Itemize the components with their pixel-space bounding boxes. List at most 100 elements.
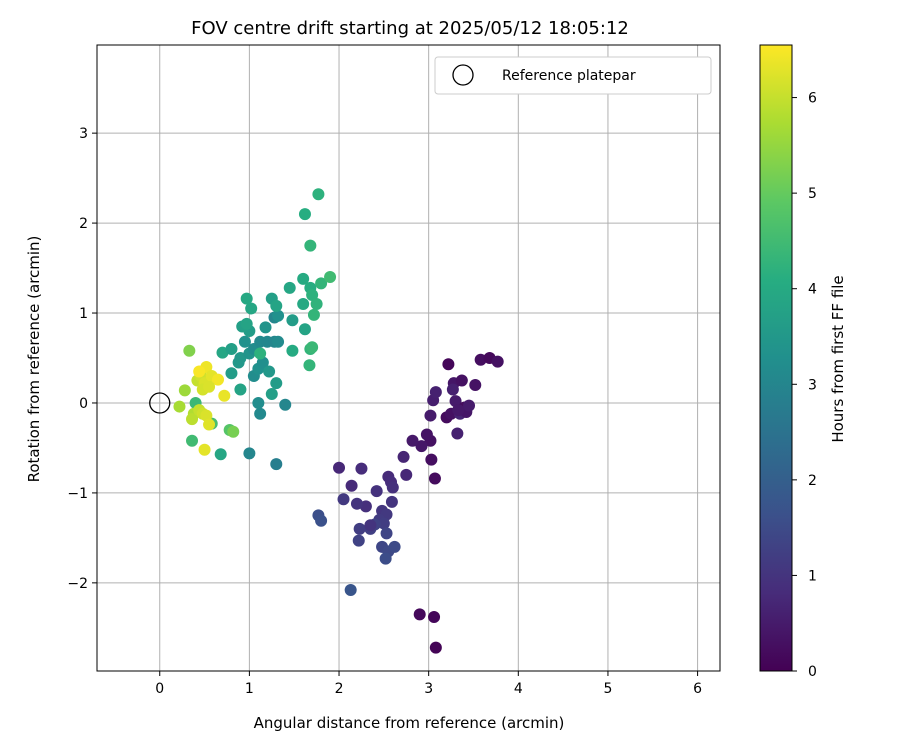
data-point (225, 367, 238, 380)
data-point (312, 188, 325, 201)
data-point (424, 409, 437, 422)
data-point (364, 519, 377, 532)
data-point (272, 335, 285, 348)
colorbar-tick-label: 5 (808, 186, 817, 202)
data-point (240, 292, 253, 305)
legend-label-reference: Reference platepar (502, 68, 636, 84)
x-axis-label: Angular distance from reference (arcmin) (254, 714, 565, 732)
chart-title: FOV centre drift starting at 2025/05/12 … (191, 18, 629, 39)
data-point (415, 440, 428, 453)
data-point (218, 389, 231, 402)
colorbar-ticks: 0 1 2 3 4 5 6 (792, 91, 817, 680)
x-tick-label: 6 (693, 681, 702, 697)
data-point (429, 386, 442, 399)
data-point (385, 495, 398, 508)
data-point (452, 404, 465, 417)
data-point (463, 399, 476, 412)
data-point (425, 453, 438, 466)
data-point (265, 387, 278, 400)
data-point (474, 353, 487, 366)
y-tick-label: −2 (67, 576, 88, 592)
data-point (259, 321, 272, 334)
data-point (455, 374, 468, 387)
data-point (270, 377, 283, 390)
legend-box (434, 56, 712, 95)
data-points (149, 188, 504, 654)
data-point (380, 527, 393, 540)
data-point (386, 481, 399, 494)
data-point (186, 434, 199, 447)
data-point (310, 298, 323, 311)
data-point (388, 540, 401, 553)
data-point (352, 534, 365, 547)
data-point (344, 584, 357, 597)
data-point (272, 309, 285, 322)
data-point (254, 407, 267, 420)
legend: Reference platepar (434, 56, 712, 95)
data-point (406, 434, 419, 447)
data-point (315, 277, 328, 290)
y-tick-label: −1 (67, 486, 88, 502)
data-point (240, 317, 253, 330)
x-tick-label: 2 (335, 681, 344, 697)
x-tick-label: 3 (424, 681, 433, 697)
y-tick-label: 1 (79, 306, 88, 322)
data-point (297, 272, 310, 285)
data-point (397, 450, 410, 463)
data-point (413, 608, 426, 621)
data-point (350, 497, 363, 510)
data-point (446, 383, 459, 396)
data-point (198, 443, 211, 456)
y-axis-ticks: −2 −1 0 1 2 3 (67, 126, 97, 592)
data-point (333, 461, 346, 474)
data-point (256, 356, 269, 369)
data-point (193, 365, 206, 378)
x-tick-label: 4 (514, 681, 523, 697)
data-point (379, 552, 392, 565)
data-point (214, 448, 227, 461)
data-point (183, 344, 196, 357)
data-point (353, 522, 366, 535)
data-point (297, 298, 310, 311)
data-point (315, 514, 328, 527)
data-point (286, 314, 299, 327)
data-point (324, 271, 337, 284)
colorbar-tick-label: 6 (808, 91, 817, 107)
data-point (451, 427, 464, 440)
data-point (243, 447, 256, 460)
data-point (279, 398, 292, 411)
data-point (245, 302, 258, 315)
data-point (337, 493, 350, 506)
data-point (377, 517, 390, 530)
data-point (234, 383, 247, 396)
reference-platepar-marker (149, 392, 171, 414)
data-point (491, 355, 504, 368)
data-point (252, 396, 265, 409)
y-tick-label: 3 (79, 126, 88, 142)
data-point (420, 428, 433, 441)
data-point (178, 384, 191, 397)
x-axis-ticks: 0 1 2 3 4 5 6 (155, 671, 702, 697)
colorbar-tick-label: 3 (808, 377, 817, 393)
data-point (307, 308, 320, 321)
data-point (306, 341, 319, 354)
colorbar-tick-label: 0 (808, 664, 817, 680)
data-point (306, 289, 319, 302)
y-axis-label: Rotation from reference (arcmin) (25, 236, 43, 483)
x-tick-label: 5 (603, 681, 612, 697)
data-point (254, 347, 267, 360)
data-point (442, 358, 455, 371)
data-point (200, 409, 213, 422)
colorbar-tick-label: 1 (808, 568, 817, 584)
data-point (428, 472, 441, 485)
data-point (186, 413, 199, 426)
y-tick-label: 2 (79, 216, 88, 232)
data-point (238, 335, 251, 348)
data-point (227, 425, 240, 438)
data-point (270, 299, 283, 312)
plot-area-frame (96, 44, 721, 672)
data-point (400, 468, 413, 481)
data-point (283, 281, 296, 294)
data-point (263, 365, 276, 378)
